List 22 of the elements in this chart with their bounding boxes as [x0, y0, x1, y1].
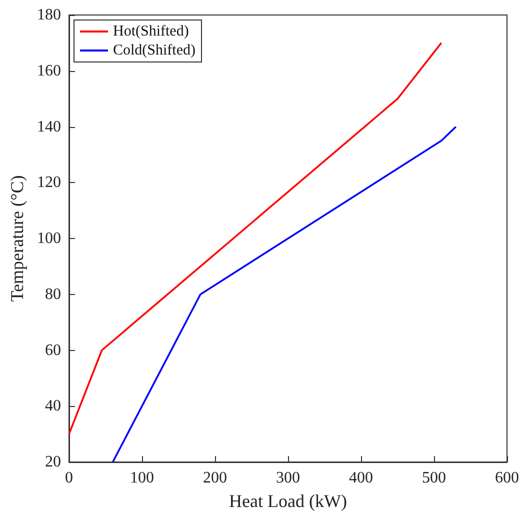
line-series — [68, 42, 442, 435]
y-tick-label: 20 — [45, 454, 61, 470]
y-tick-label: 160 — [37, 62, 61, 80]
legend-label: Cold(Shifted) — [113, 42, 196, 58]
y-axis-title: Temperature (°C) — [7, 175, 28, 302]
x-tick-label: 600 — [495, 470, 519, 486]
x-tick-label: 200 — [203, 470, 227, 486]
legend-label: Hot(Shifted) — [113, 24, 189, 40]
x-tick-label: 400 — [349, 470, 373, 486]
x-tick-label: 0 — [65, 470, 73, 486]
x-tick-label: 300 — [276, 470, 300, 486]
x-tick-label: 100 — [130, 470, 154, 486]
y-tick-label: 80 — [45, 286, 61, 303]
y-tick-label: 180 — [37, 6, 61, 24]
line-series — [112, 126, 457, 463]
y-tick-label: 120 — [37, 174, 61, 192]
y-tick-label: 140 — [37, 118, 61, 136]
x-tick-label: 500 — [422, 470, 446, 486]
y-tick-label: 40 — [45, 398, 61, 415]
x-axis-title: Heat Load (kW) — [229, 491, 347, 511]
y-tick-label: 60 — [45, 342, 61, 359]
y-tick-label: 100 — [37, 230, 61, 247]
